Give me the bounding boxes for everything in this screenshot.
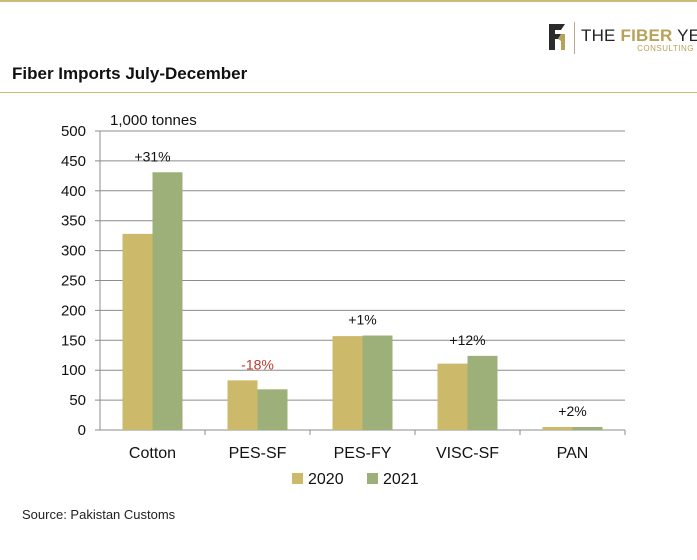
x-tick-label: PES-SF (229, 445, 287, 462)
x-tick-label: PES-FY (334, 445, 392, 462)
bar-2020-visc-sf (437, 363, 468, 430)
bar-2020-pan (542, 427, 573, 430)
logo-separator (574, 22, 575, 54)
y-tick-label: 150 (61, 332, 86, 349)
change-label: -18% (241, 356, 274, 372)
y-tick-label: 350 (61, 213, 86, 230)
legend-swatch (367, 473, 378, 484)
bar-2021-pan (572, 427, 603, 430)
y-tick-label: 100 (61, 362, 86, 379)
bar-2021-cotton (152, 172, 183, 430)
bar-2020-pes-fy (332, 336, 363, 430)
change-label: +1% (348, 312, 376, 328)
title-rule (0, 92, 697, 93)
y-tick-label: 500 (61, 123, 86, 140)
bar-2020-pes-sf (227, 380, 258, 430)
unit-label: 1,000 tonnes (110, 112, 197, 129)
page-title: Fiber Imports July-December (12, 64, 248, 83)
top-rule (0, 0, 697, 2)
bar-2020-cotton (122, 233, 153, 430)
y-tick-label: 300 (61, 243, 86, 260)
x-tick-label: PAN (557, 445, 589, 462)
source-note: Source: Pakistan Customs (22, 507, 176, 522)
y-tick-label: 450 (61, 153, 86, 170)
y-tick-label: 200 (61, 302, 86, 319)
company-logo: THE FIBER YEAR CONSULTING (547, 20, 697, 60)
y-tick-label: 0 (78, 422, 86, 439)
legend-swatch (292, 473, 303, 484)
change-label: +12% (449, 332, 485, 348)
change-label: +31% (134, 148, 170, 164)
bar-chart: 0 50 100 150 200 250 300 350 400 450 500 1,000 tonn… (61, 112, 626, 488)
logo-text: THE FIBER YEAR (581, 26, 697, 45)
y-tick-label: 50 (69, 392, 86, 409)
y-tick-label: 400 (61, 183, 86, 200)
legend-label: 2021 (383, 471, 419, 488)
x-tick-label: Cotton (129, 445, 176, 462)
bar-2021-pes-sf (257, 389, 288, 430)
x-tick-label: VISC-SF (436, 445, 499, 462)
bar-2021-visc-sf (467, 355, 498, 430)
legend-label: 2020 (308, 471, 344, 488)
logo-mark-icon (549, 24, 565, 50)
change-label: +2% (558, 403, 586, 419)
bar-2021-pes-fy (362, 335, 393, 430)
logo-subtitle: CONSULTING (637, 44, 694, 53)
y-tick-label: 250 (61, 273, 86, 290)
